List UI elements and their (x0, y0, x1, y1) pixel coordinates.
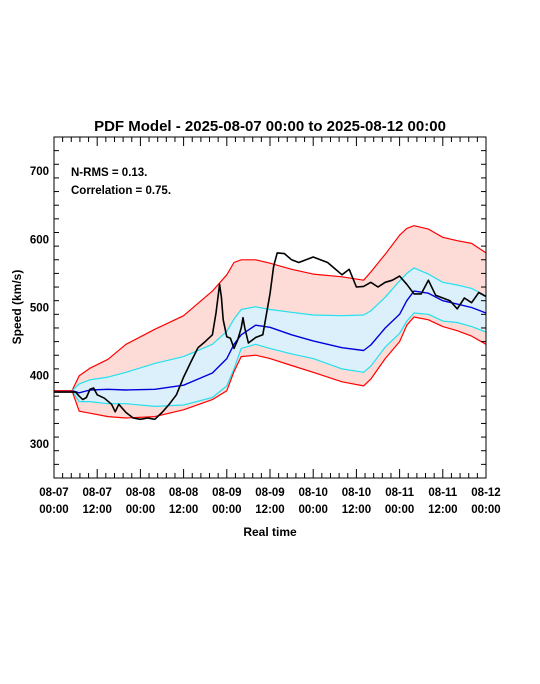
x-tick-label-time: 00:00 (471, 504, 500, 516)
chart-title: PDF Model - 2025-08-07 00:00 to 2025-08-… (94, 118, 446, 135)
x-tick-label-date: 08-09 (255, 487, 284, 499)
x-axis-label: Real time (243, 525, 297, 539)
x-tick-label-time: 00:00 (39, 504, 68, 516)
series-line-outer-lower (54, 316, 487, 419)
correlation-annotation: Correlation = 0.75. (71, 185, 171, 197)
x-tick-label-date: 08-08 (169, 487, 199, 499)
tick-labels: 08-07 00:00 08-07 12:00 08-08 00:00 08-08 12:00… (30, 166, 501, 516)
x-tick-label-date: 08-09 (212, 487, 241, 499)
series-line-median (54, 290, 487, 394)
series-line-outer-upper (54, 225, 487, 392)
inner-band (54, 267, 486, 407)
series-line-observed (54, 252, 487, 421)
y-axis-label: Speed (km/s) (10, 270, 24, 345)
series-line-inner-upper (54, 267, 487, 392)
x-tick-label-date: 08-08 (126, 487, 156, 499)
x-tick-label-time: 12:00 (169, 504, 198, 516)
y-tick-label: 300 (30, 439, 49, 451)
y-tick-label: 700 (30, 166, 49, 178)
x-tick-label-time: 00:00 (126, 504, 155, 516)
x-tick-label-time: 12:00 (342, 504, 371, 516)
x-tick-label-time: 12:00 (428, 504, 457, 516)
axis-ticks (53, 136, 486, 479)
uncertainty-bands (54, 225, 486, 418)
x-tick-label-time: 00:00 (212, 504, 241, 516)
x-tick-label-date: 08-12 (471, 487, 500, 499)
x-tick-label-date: 08-07 (82, 487, 111, 499)
y-tick-label: 400 (30, 371, 49, 383)
y-tick-label: 500 (30, 303, 49, 315)
x-tick-label-date: 08-10 (298, 487, 327, 499)
series-line-inner-lower (54, 312, 487, 407)
x-tick-label-time: 12:00 (255, 504, 284, 516)
y-tick-label: 600 (30, 234, 49, 246)
nrms-annotation: N-RMS = 0.13. (71, 167, 147, 179)
x-tick-label-time: 00:00 (298, 504, 327, 516)
x-tick-label-date: 08-10 (342, 487, 371, 499)
x-tick-label-date: 08-11 (385, 487, 414, 499)
series-lines (54, 225, 487, 421)
x-tick-label-time: 12:00 (82, 504, 111, 516)
x-tick-label-time: 00:00 (385, 504, 414, 516)
x-tick-label-date: 08-07 (39, 487, 68, 499)
x-tick-label-date: 08-11 (428, 487, 457, 499)
